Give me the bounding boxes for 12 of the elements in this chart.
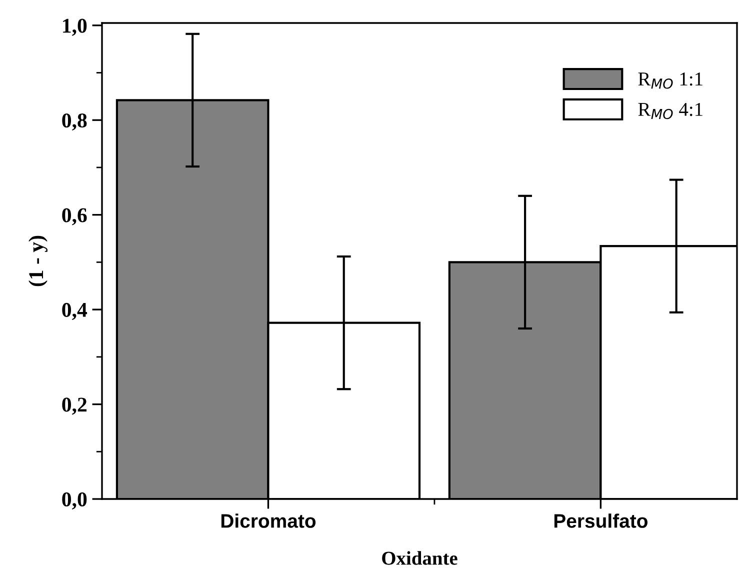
x-axis-title: Oxidante xyxy=(382,551,458,565)
y-tick-label: 0,6 xyxy=(62,208,87,226)
legend-label: R$_{MO}$ 4:1 xyxy=(638,102,702,120)
y-tick-label: 0,2 xyxy=(62,398,87,415)
y-tick-label: 0,8 xyxy=(62,113,87,131)
x-tick-label: Persulfato xyxy=(554,514,648,528)
y-tick-label: 1,0 xyxy=(63,18,87,36)
x-tick-label: Dicromato xyxy=(221,514,316,528)
y-axis-title: (1 - y) xyxy=(28,236,48,286)
legend-label: R$_{MO}$ 1:1 xyxy=(638,72,702,89)
y-tick-label: 0,4 xyxy=(62,302,88,320)
y-tick-label: 0,0 xyxy=(62,492,87,510)
